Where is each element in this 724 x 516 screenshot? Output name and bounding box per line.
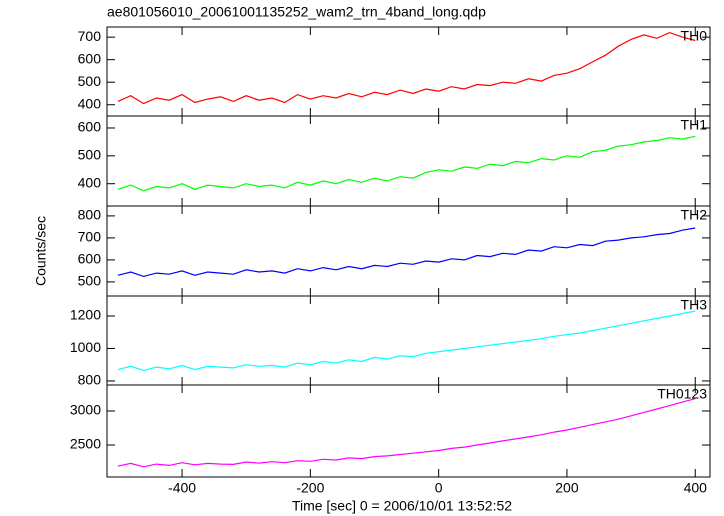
data-line [117,310,696,372]
y-tick-label: 600 [78,119,102,135]
panel-frame [106,295,711,386]
y-tick-label: 600 [78,251,102,267]
chart-title: ae801056010_20061001135252_wam2_trn_4ban… [107,4,486,20]
panel-frame [106,384,711,478]
y-tick-label: 800 [78,372,102,388]
x-tick-label: 0 [435,480,443,496]
y-tick-label: 400 [78,95,102,111]
y-tick-label: 2500 [70,436,101,452]
panel-frame [106,205,711,297]
legend-label: TH1 [681,117,708,133]
data-line [117,135,696,192]
legend-label: TH0123 [657,386,707,402]
y-tick-label: 600 [78,50,102,66]
data-line [117,398,696,468]
x-tick-label: 400 [684,480,708,496]
y-tick-label: 700 [78,28,102,44]
y-tick-label: 700 [78,229,102,245]
panel-frame [106,115,711,207]
y-tick-label: 1000 [70,339,101,355]
x-axis-label: Time [sec] 0 = 2006/10/01 13:52:52 [292,498,512,514]
y-tick-label: 800 [78,207,102,223]
legend-label: TH2 [681,207,708,223]
y-axis-label: Counts/sec [33,216,49,286]
y-tick-label: 1200 [70,307,101,323]
panel-frame [106,26,711,117]
y-tick-label: 500 [78,273,102,289]
y-tick-label: 500 [78,73,102,89]
x-tick-label: 200 [555,480,579,496]
data-line [117,227,696,278]
x-tick-label: -200 [296,480,324,496]
y-tick-label: 400 [78,174,102,190]
y-tick-label: 3000 [70,402,101,418]
data-line [117,31,696,105]
y-tick-label: 500 [78,147,102,163]
legend-label: TH3 [681,297,708,313]
x-tick-label: -400 [168,480,196,496]
legend-label: TH0 [681,28,708,44]
